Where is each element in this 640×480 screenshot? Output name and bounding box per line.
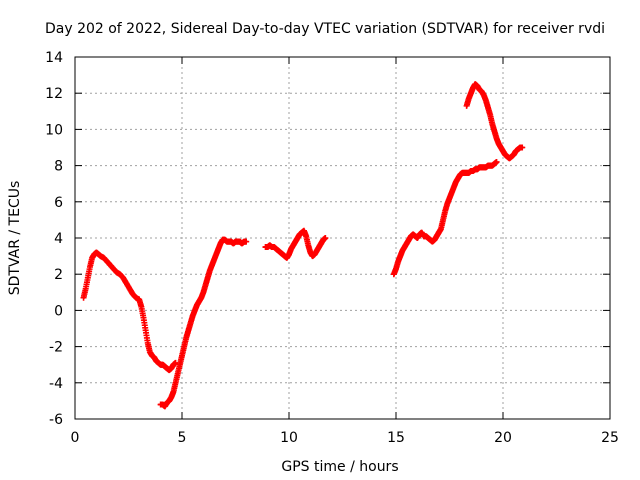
y-axis-label: SDTVAR / TECUs xyxy=(7,181,23,296)
plot-frame xyxy=(74,56,611,420)
y-tick-label: 6 xyxy=(54,195,63,211)
y-tick-label: 14 xyxy=(45,50,63,66)
data-point xyxy=(322,235,329,241)
chart-title: Day 202 of 2022, Sidereal Day-to-day VTE… xyxy=(45,21,605,37)
y-tick-label: 12 xyxy=(45,86,63,102)
x-tick-label: 20 xyxy=(494,430,512,446)
y-tick-label: 10 xyxy=(45,122,63,138)
x-axis-label: GPS time / hours xyxy=(281,459,398,475)
grid-lines xyxy=(75,57,610,419)
y-tick-label: 0 xyxy=(54,303,63,319)
y-tick-label: -4 xyxy=(49,376,63,392)
y-tick-label: 4 xyxy=(54,231,63,247)
x-tick-label: 25 xyxy=(601,430,619,446)
x-tick-label: 0 xyxy=(71,430,80,446)
tick-labels: 0 5 10 15 20 25 -6 -4 -2 0 2 4 6 8 10 12 14 xyxy=(45,50,619,446)
x-tick-label: 15 xyxy=(387,430,405,446)
y-tick-label: 8 xyxy=(54,159,63,175)
y-tick-label: 2 xyxy=(54,267,63,283)
y-tick-label: -6 xyxy=(49,412,63,428)
y-tick-label: -2 xyxy=(49,340,63,356)
data-point xyxy=(519,144,526,151)
data-point xyxy=(493,158,500,165)
data-points xyxy=(80,81,526,410)
data-point xyxy=(243,238,250,245)
x-tick-label: 10 xyxy=(280,430,298,446)
x-tick-label: 5 xyxy=(178,430,187,446)
